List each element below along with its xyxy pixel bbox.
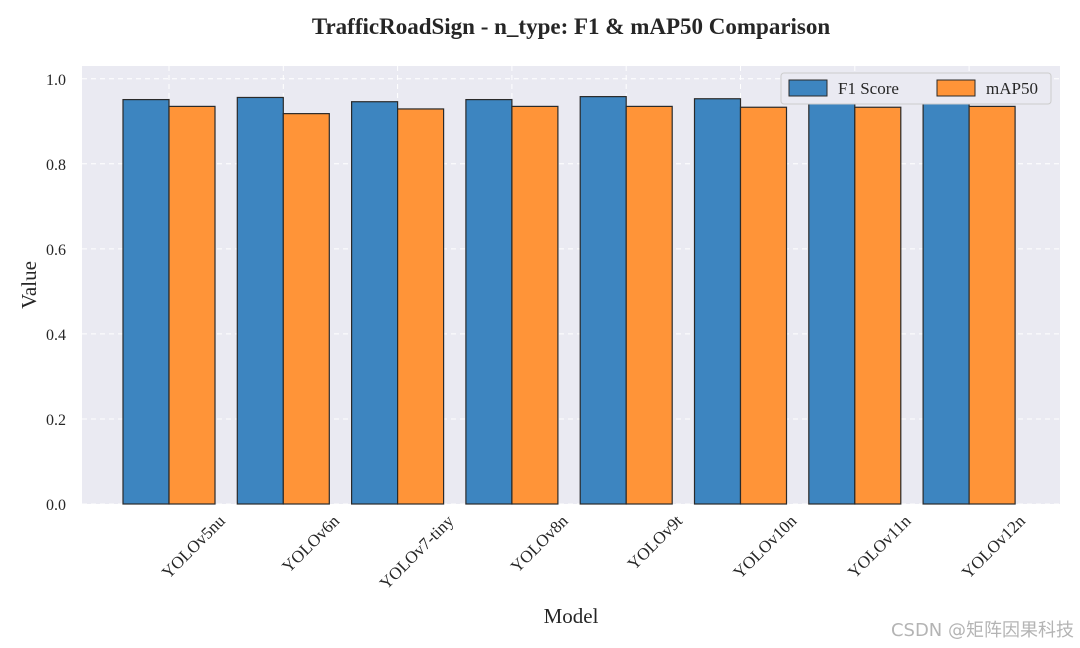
legend-swatch-f1-score (788, 79, 828, 97)
bar-map50-yolov10n (739, 106, 788, 505)
y-axis-label: Value (17, 261, 41, 309)
legend-label-f1-score: F1 Score (838, 79, 899, 98)
bar-f1-score-yolov5nu (122, 98, 170, 505)
y-axis-ticks: 0.0 0.2 0.4 0.6 0.8 1.0 (46, 72, 66, 514)
bar-f1-score-yolov12n (922, 98, 970, 505)
bar-map50-yolov12n (968, 105, 1016, 505)
x-tick-label-yolov10n: YOLOv10n (729, 511, 800, 582)
x-tick-label-yolov7-tiny: YOLOv7-tiny (376, 511, 458, 593)
y-tick-label-2: 0.4 (46, 327, 66, 344)
chart-title: TrafficRoadSign - n_type: F1 & mAP50 Com… (312, 14, 831, 39)
legend-swatch-map50 (936, 79, 976, 97)
watermark: CSDN @矩阵因果科技 (890, 620, 1074, 641)
legend-label-map50: mAP50 (986, 79, 1038, 98)
bar-map50-yolov11n (854, 106, 902, 505)
bar-map50-yolov7-tiny (397, 108, 445, 505)
legend: F1 Score mAP50 (780, 72, 1052, 105)
y-tick-label-5: 1.0 (46, 72, 66, 89)
y-tick-label-0: 0.0 (46, 497, 66, 514)
x-tick-label-yolov9t: YOLOv9t (624, 511, 686, 573)
bar-map50-yolov6n (282, 113, 330, 505)
bar-f1-score-yolov11n (808, 97, 856, 505)
bar-f1-score-yolov10n (693, 98, 742, 505)
x-tick-label-yolov5nu: YOLOv5nu (158, 511, 229, 582)
bar-map50-yolov5nu (168, 105, 216, 505)
bar-f1-score-yolov8n (465, 98, 513, 505)
bar-map50-yolov9t (625, 105, 673, 505)
bar-f1-score-yolov6n (236, 96, 284, 505)
y-tick-label-4: 0.8 (46, 157, 66, 174)
x-axis-label: Model (544, 604, 599, 628)
plot-background (82, 66, 1060, 504)
x-tick-label-yolov12n: YOLOv12n (958, 511, 1029, 582)
bars (122, 96, 1016, 505)
bar-map50-yolov8n (511, 105, 559, 505)
x-axis-ticks: YOLOv5nu YOLOv6n YOLOv7-tiny YOLOv8n YOLOv9t… (158, 511, 1029, 593)
x-tick-label-yolov8n: YOLOv8n (507, 511, 572, 576)
bar-f1-score-yolov7-tiny (351, 101, 399, 505)
bar-f1-score-yolov9t (579, 96, 627, 505)
y-tick-label-1: 0.2 (46, 412, 66, 429)
x-tick-label-yolov6n: YOLOv6n (278, 511, 343, 576)
legend-frame (780, 72, 1052, 105)
y-tick-label-3: 0.6 (46, 242, 66, 259)
x-tick-label-yolov11n: YOLOv11n (844, 511, 915, 582)
